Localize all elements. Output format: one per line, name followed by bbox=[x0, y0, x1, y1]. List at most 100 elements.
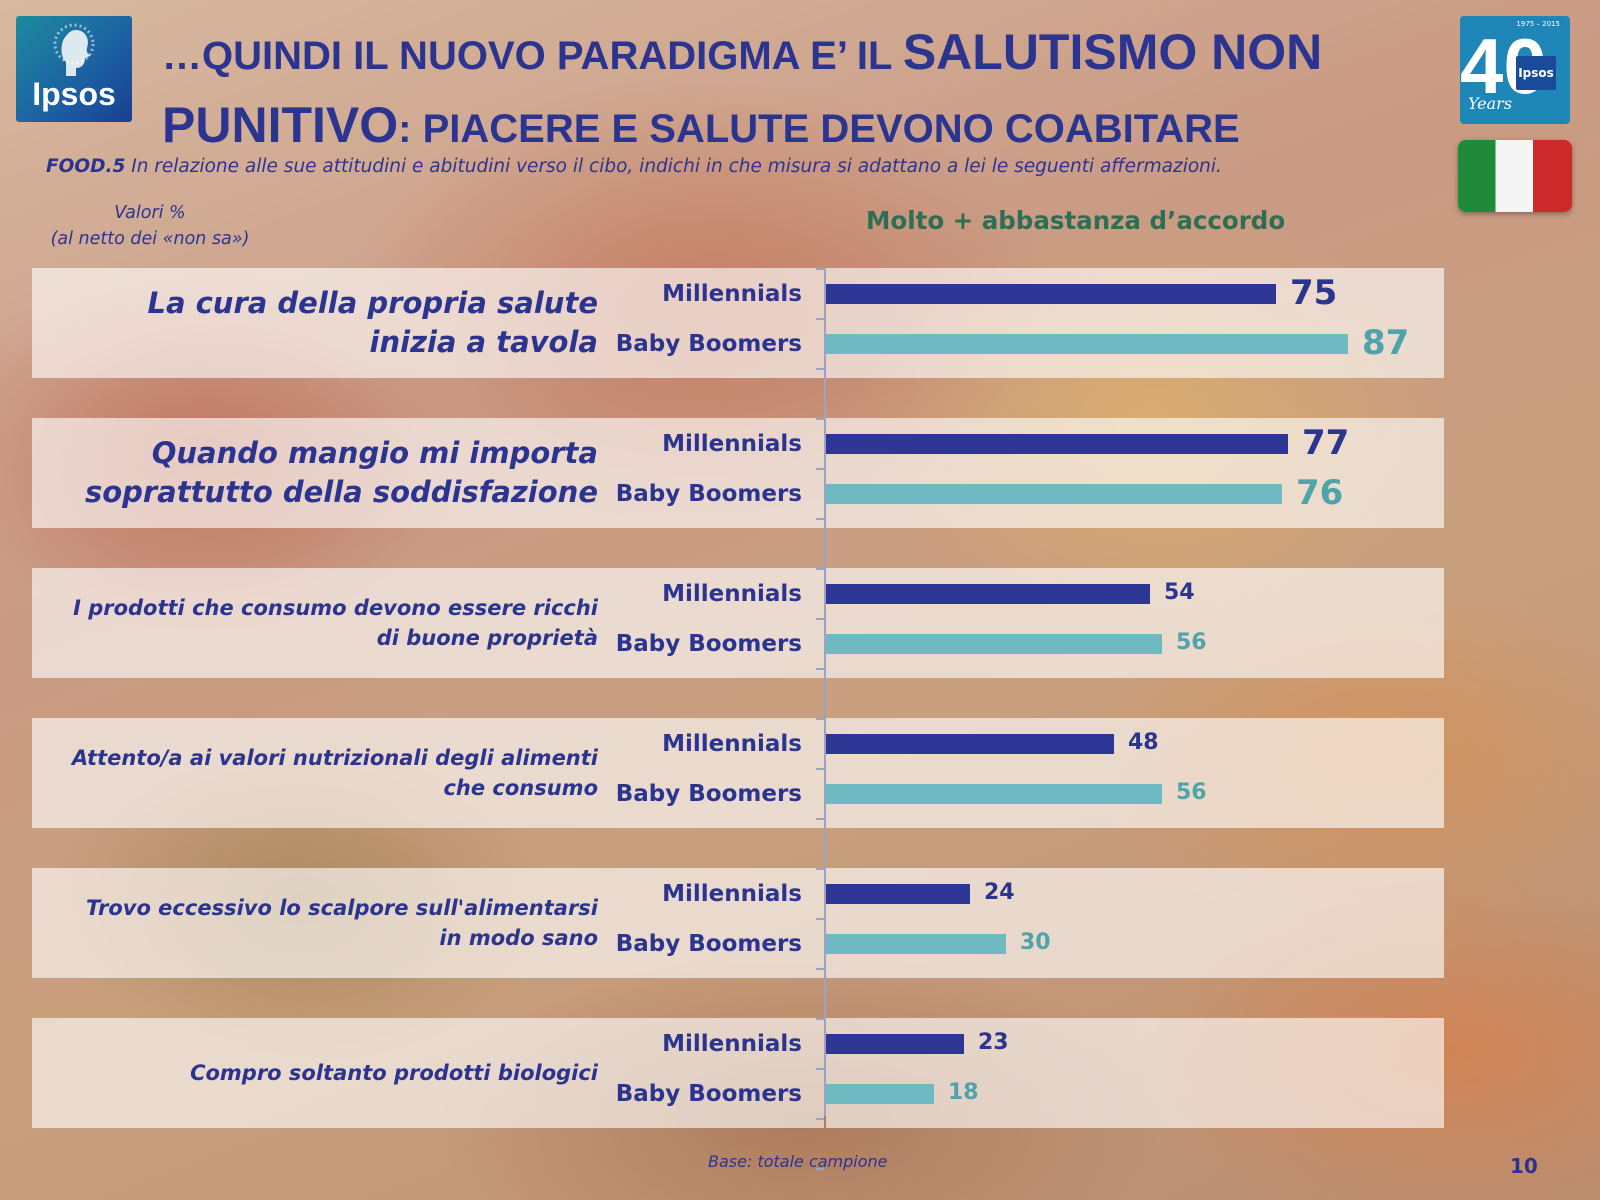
data-label: 76 bbox=[1296, 472, 1344, 513]
bar-millennials bbox=[826, 734, 1114, 754]
statement-label: La cura della propria salute inizia a tav… bbox=[60, 284, 598, 362]
statement-line: inizia a tavola bbox=[369, 325, 598, 359]
axis-tick bbox=[816, 268, 824, 270]
question-text: FOOD.5 In relazione alle sue attitudini … bbox=[46, 156, 1446, 177]
series-label: Millennials bbox=[662, 1031, 802, 1057]
data-label: 24 bbox=[984, 880, 1015, 906]
statement-label: Trovo eccessivo lo scalpore sull'aliment… bbox=[60, 893, 598, 953]
bar-baby-boomers bbox=[826, 934, 1006, 954]
statement-band bbox=[32, 1018, 824, 1128]
statement-label: Quando mangio mi importa soprattutto dell… bbox=[60, 434, 598, 512]
axis-tick bbox=[816, 1068, 824, 1070]
bar-baby-boomers bbox=[826, 334, 1348, 354]
bar-baby-boomers bbox=[826, 1084, 934, 1104]
ipsos-wordmark: Ipsos bbox=[32, 76, 116, 112]
statement-band bbox=[32, 868, 824, 978]
bar-baby-boomers bbox=[826, 634, 1162, 654]
data-label: 30 bbox=[1020, 930, 1051, 956]
axis-tick bbox=[816, 518, 824, 520]
axis-tick bbox=[816, 868, 824, 870]
bar-millennials bbox=[826, 434, 1288, 454]
series-label: Millennials bbox=[662, 581, 802, 607]
question-body: In relazione alle sue attitudini e abitu… bbox=[125, 156, 1222, 177]
statement-band bbox=[32, 418, 824, 528]
title-part2: SALUTISMO NON bbox=[902, 24, 1323, 80]
series-label: Millennials bbox=[662, 431, 802, 457]
anniversary-badge: Ipsos bbox=[1516, 56, 1556, 90]
data-label: 54 bbox=[1164, 580, 1195, 606]
axis-tick bbox=[816, 568, 824, 570]
axis-tick bbox=[816, 1118, 824, 1120]
statement-label: Attento/a ai valori nutrizionali degli a… bbox=[60, 743, 598, 803]
base-note: Base: totale campione bbox=[708, 1152, 888, 1171]
statement-band bbox=[32, 568, 824, 678]
bar-millennials bbox=[826, 584, 1150, 604]
question-code: FOOD.5 bbox=[46, 156, 126, 177]
axis-tick bbox=[816, 668, 824, 670]
bar-millennials bbox=[826, 884, 970, 904]
axis-tick bbox=[816, 818, 824, 820]
italian-flag-icon bbox=[1458, 140, 1572, 212]
values-note-line2: (al netto dei «non sa») bbox=[50, 229, 250, 249]
series-label: Baby Boomers bbox=[615, 481, 802, 507]
title-part3: PUNITIVO bbox=[162, 97, 399, 153]
bar-millennials bbox=[826, 284, 1276, 304]
statement-label: I prodotti che consumo devono essere ric… bbox=[60, 593, 598, 653]
axis-tick bbox=[816, 418, 824, 420]
statement-line: soprattutto della soddisfazione bbox=[84, 475, 598, 509]
axis-tick bbox=[816, 718, 824, 720]
anniversary-word: Years bbox=[1468, 94, 1513, 113]
anniversary-logo: 1975 – 2015 40 Ipsos Years bbox=[1460, 16, 1570, 124]
anniversary-range: 1975 – 2015 bbox=[1516, 20, 1560, 28]
statement-line: Compro soltanto prodotti biologici bbox=[190, 1061, 598, 1085]
page-title: …QUINDI IL NUOVO PARADIGMA E’ IL SALUTIS… bbox=[162, 22, 1412, 168]
title-part4: : PIACERE E SALUTE DEVONO COABITARE bbox=[398, 107, 1240, 151]
page-number: 10 bbox=[1510, 1154, 1538, 1178]
axis-tick bbox=[816, 368, 824, 370]
statement-label: Compro soltanto prodotti biologici bbox=[60, 1058, 598, 1088]
statement-line: Quando mangio mi importa bbox=[151, 436, 598, 470]
statement-line: che consumo bbox=[443, 776, 598, 800]
bar-baby-boomers bbox=[826, 484, 1282, 504]
statement-line: Attento/a ai valori nutrizionali degli a… bbox=[71, 746, 598, 770]
data-label: 48 bbox=[1128, 730, 1159, 756]
statement-line: Trovo eccessivo lo scalpore sull'aliment… bbox=[85, 896, 598, 920]
statement-band bbox=[32, 718, 824, 828]
axis-tick bbox=[816, 318, 824, 320]
data-label: 56 bbox=[1176, 780, 1207, 806]
chart-axis bbox=[824, 268, 826, 1116]
values-note-line1: Valori % bbox=[114, 203, 186, 223]
title-part1: …QUINDI IL NUOVO PARADIGMA E’ IL bbox=[162, 34, 903, 78]
axis-tick bbox=[816, 468, 824, 470]
series-label: Baby Boomers bbox=[615, 331, 802, 357]
statement-line: I prodotti che consumo devono essere ric… bbox=[73, 596, 598, 620]
series-label: Baby Boomers bbox=[615, 631, 802, 657]
data-label: 87 bbox=[1362, 322, 1410, 363]
axis-tick bbox=[816, 1018, 824, 1020]
statement-band bbox=[32, 268, 824, 378]
axis-tick bbox=[816, 618, 824, 620]
axis-tick bbox=[816, 968, 824, 970]
series-label: Baby Boomers bbox=[615, 1081, 802, 1107]
statement-line: di buone proprietà bbox=[376, 626, 598, 650]
data-label: 77 bbox=[1302, 422, 1350, 463]
values-note: Valori % (al netto dei «non sa») bbox=[30, 200, 270, 252]
statement-line: in modo sano bbox=[439, 926, 598, 950]
chart-title: Molto + abbastanza d’accordo bbox=[866, 206, 1286, 235]
data-label: 18 bbox=[948, 1080, 979, 1106]
series-label: Baby Boomers bbox=[615, 931, 802, 957]
ipsos-logo: Ipsos bbox=[16, 16, 132, 122]
data-label: 75 bbox=[1290, 272, 1338, 313]
bar-baby-boomers bbox=[826, 784, 1162, 804]
series-label: Millennials bbox=[662, 281, 802, 307]
data-label: 23 bbox=[978, 1030, 1009, 1056]
data-label: 56 bbox=[1176, 630, 1207, 656]
ipsos-head-icon bbox=[53, 23, 95, 76]
axis-tick bbox=[816, 1168, 824, 1170]
series-label: Millennials bbox=[662, 731, 802, 757]
bar-millennials bbox=[826, 1034, 964, 1054]
statement-line: La cura della propria salute bbox=[147, 286, 598, 320]
axis-tick bbox=[816, 918, 824, 920]
series-label: Millennials bbox=[662, 881, 802, 907]
axis-tick bbox=[816, 768, 824, 770]
